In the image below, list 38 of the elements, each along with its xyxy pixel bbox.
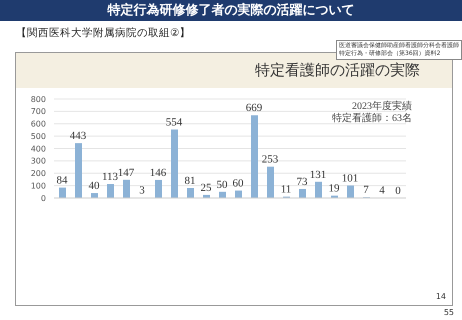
data-label: 113 — [102, 171, 119, 184]
data-label: 101 — [342, 172, 358, 184]
data-label: 253 — [262, 154, 279, 166]
data-label: 443 — [70, 130, 87, 142]
data-label: 73 — [296, 176, 308, 188]
chart-subtitle: 【関西医科大学附属病院の取組②】 — [16, 26, 190, 40]
text: 14 — [436, 292, 446, 301]
data-label: 669 — [246, 102, 263, 114]
data-label: 19 — [328, 182, 340, 195]
y-tick-label: 700 — [30, 107, 46, 116]
annotation: 特定看護師：63名 — [332, 113, 412, 125]
data-label: 3 — [139, 184, 146, 197]
y-tick-label: 0 — [40, 194, 46, 203]
data-label: 84 — [56, 174, 68, 187]
chart-title: 特定行為研修修了者の実際の活躍について — [0, 0, 462, 21]
y-tick-label: 100 — [30, 181, 46, 190]
data-label: 554 — [166, 116, 183, 128]
data-label: 146 — [150, 166, 167, 179]
y-tick-label: 200 — [30, 169, 46, 178]
y-tick-label: 500 — [30, 132, 46, 141]
y-tick-label: 600 — [30, 120, 46, 129]
text: 特定看護師の活躍の実際 — [255, 61, 420, 80]
data-label: 0 — [395, 185, 402, 197]
data-label: 147 — [118, 166, 135, 179]
text: 55 — [444, 308, 454, 317]
data-label: 131 — [310, 168, 326, 181]
data-label: 11 — [280, 184, 292, 196]
y-tick-label: 800 — [30, 94, 46, 104]
data-label: 4 — [379, 184, 386, 197]
data-label: 7 — [363, 184, 370, 196]
y-tick-label: 300 — [30, 156, 46, 166]
data-label: 25 — [200, 182, 212, 194]
data-label: 81 — [184, 174, 196, 187]
annotation: 2023年度実績 — [351, 101, 412, 112]
data-label: 50 — [216, 178, 228, 191]
data-label: 60 — [232, 178, 244, 190]
y-tick-label: 400 — [30, 144, 46, 154]
data-label: 40 — [88, 180, 100, 192]
